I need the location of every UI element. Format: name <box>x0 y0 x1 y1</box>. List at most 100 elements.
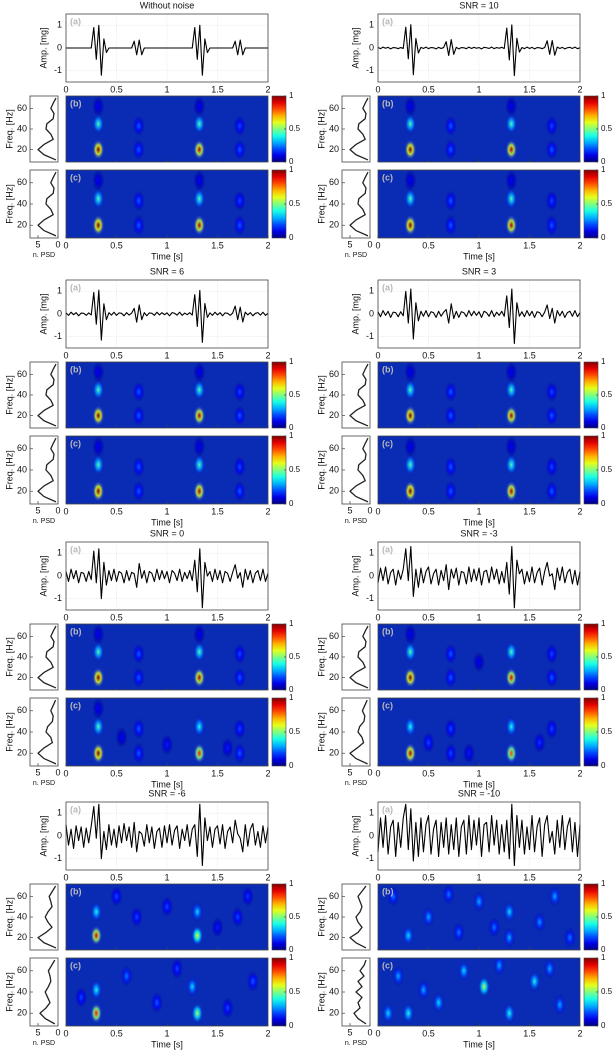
x-tick-label: 0.5 <box>422 872 435 882</box>
signal-line <box>377 288 581 345</box>
y-axis-label: Amp. [mg] <box>38 555 48 596</box>
tfr-peak <box>193 742 206 764</box>
tfr-peak <box>246 970 259 992</box>
colorbar-tick-label: 1 <box>289 357 294 366</box>
tfr-peak <box>132 456 145 478</box>
tfr-peak <box>92 214 105 236</box>
colorbar-tick-label: 0 <box>601 945 606 954</box>
x-tick-label: 2 <box>265 612 270 622</box>
tfr-peak <box>92 436 105 458</box>
panel-label: (a) <box>70 544 81 554</box>
tfr-peak <box>132 381 145 403</box>
psd-axes <box>341 623 371 691</box>
colorbar-tick-label: 0 <box>289 499 294 508</box>
tfr-peak <box>404 667 417 688</box>
psd-axes <box>29 623 59 691</box>
tfr-peak <box>505 480 518 502</box>
tfr-peak <box>404 480 417 502</box>
psd-line <box>349 171 369 237</box>
y-tick-label: 20 <box>329 672 339 682</box>
tfr-peak <box>160 896 174 917</box>
x-tick-label: 2 <box>577 1028 582 1038</box>
colorbar <box>583 957 599 1027</box>
colorbar-tick-label: 1 <box>601 91 606 100</box>
tfr-peak <box>92 170 105 192</box>
x-tick-label: 0.5 <box>422 350 435 360</box>
y-tick-label: 60 <box>17 705 27 715</box>
panel-label: (a) <box>382 804 393 814</box>
panel-label: (c) <box>382 172 393 182</box>
tfr-peak <box>505 170 518 192</box>
y-tick-label: 40 <box>329 726 339 736</box>
tfr-peak <box>233 643 246 665</box>
tfr-peak <box>92 113 105 135</box>
tfr-peak <box>193 716 206 738</box>
colorbar-tick-label: 0 <box>601 685 606 694</box>
y-tick-label: 20 <box>329 748 339 758</box>
y-tick-label: -1 <box>54 853 62 863</box>
y-axis-label: Freq. [Hz] <box>4 184 14 224</box>
x-tick-label: 0 <box>375 84 380 94</box>
tfr-map <box>92 362 246 426</box>
tfr-peak <box>505 667 518 688</box>
y-tick-label: 40 <box>329 986 339 996</box>
x-tick-label: 2 <box>265 240 270 250</box>
y-axis-label: Amp. [mg] <box>350 555 360 596</box>
tfr-peak <box>92 667 105 688</box>
tfr-peak <box>444 381 457 403</box>
colorbar-tick-label: 0 <box>601 1021 606 1030</box>
tfr-peak <box>545 139 558 160</box>
tfr-peak <box>404 624 417 645</box>
tfr-peak <box>505 742 518 764</box>
x-axis-label: Time [s] <box>151 779 183 789</box>
tfr-peak <box>211 917 224 938</box>
x-tick-label: 0.5 <box>110 768 123 778</box>
colorbar-tick-label: 0.5 <box>289 465 301 474</box>
x-tick-label: 1.5 <box>211 872 224 882</box>
tfr-peak <box>505 436 518 458</box>
tfr-peak <box>132 405 145 426</box>
y-tick-label: 20 <box>17 144 27 154</box>
y-tick-label: 40 <box>17 651 27 661</box>
psd-line <box>349 97 369 161</box>
tfr-peak <box>493 958 506 977</box>
x-tick-label: 2 <box>265 1028 270 1038</box>
panel-label: (c) <box>382 438 393 448</box>
colorbar-tick-label: 0 <box>601 233 606 242</box>
psd-axes <box>29 883 59 951</box>
tfr-map <box>404 96 558 160</box>
tfr-peak <box>505 96 518 117</box>
x-tick-label: 0.5 <box>422 1028 435 1038</box>
tfr-peak <box>404 436 417 458</box>
x-tick-label: 1 <box>164 768 169 778</box>
tfr-map <box>92 170 246 236</box>
colorbar-tick-label: 1 <box>601 357 606 366</box>
tfr-peak <box>452 922 465 943</box>
signal-line <box>66 24 268 76</box>
tfr-peak <box>477 976 491 998</box>
panel-label: (c) <box>70 172 81 182</box>
x-tick-label: 0.5 <box>110 612 123 622</box>
y-tick-label: 40 <box>17 389 27 399</box>
x-tick-label: 0 <box>63 1028 68 1038</box>
x-tick-label: 2 <box>265 506 270 516</box>
x-tick-label: 2 <box>265 872 270 882</box>
x-tick-label: 0 <box>63 872 68 882</box>
y-axis-label: Freq. [Hz] <box>4 972 14 1012</box>
tfr-peak <box>404 188 417 210</box>
tfr-peak <box>92 716 105 738</box>
y-tick-label: 1 <box>57 548 62 558</box>
tfr-peak <box>193 188 206 210</box>
colorbar-tick-label: 0.5 <box>601 727 613 736</box>
psd-tick-label: 5 <box>347 767 352 777</box>
tfr-peak <box>402 1002 415 1024</box>
tfr-peak <box>90 901 103 923</box>
tfr-peak <box>191 1002 204 1024</box>
tfr-peak <box>553 994 566 1016</box>
psd-tick-label: 5 <box>347 505 352 515</box>
y-tick-label: 0 <box>57 42 62 52</box>
tfr-peak <box>132 480 145 502</box>
y-tick-label: 40 <box>17 911 27 921</box>
y-tick-label: 40 <box>17 123 27 133</box>
colorbar-tick-label: 0.5 <box>601 124 613 133</box>
